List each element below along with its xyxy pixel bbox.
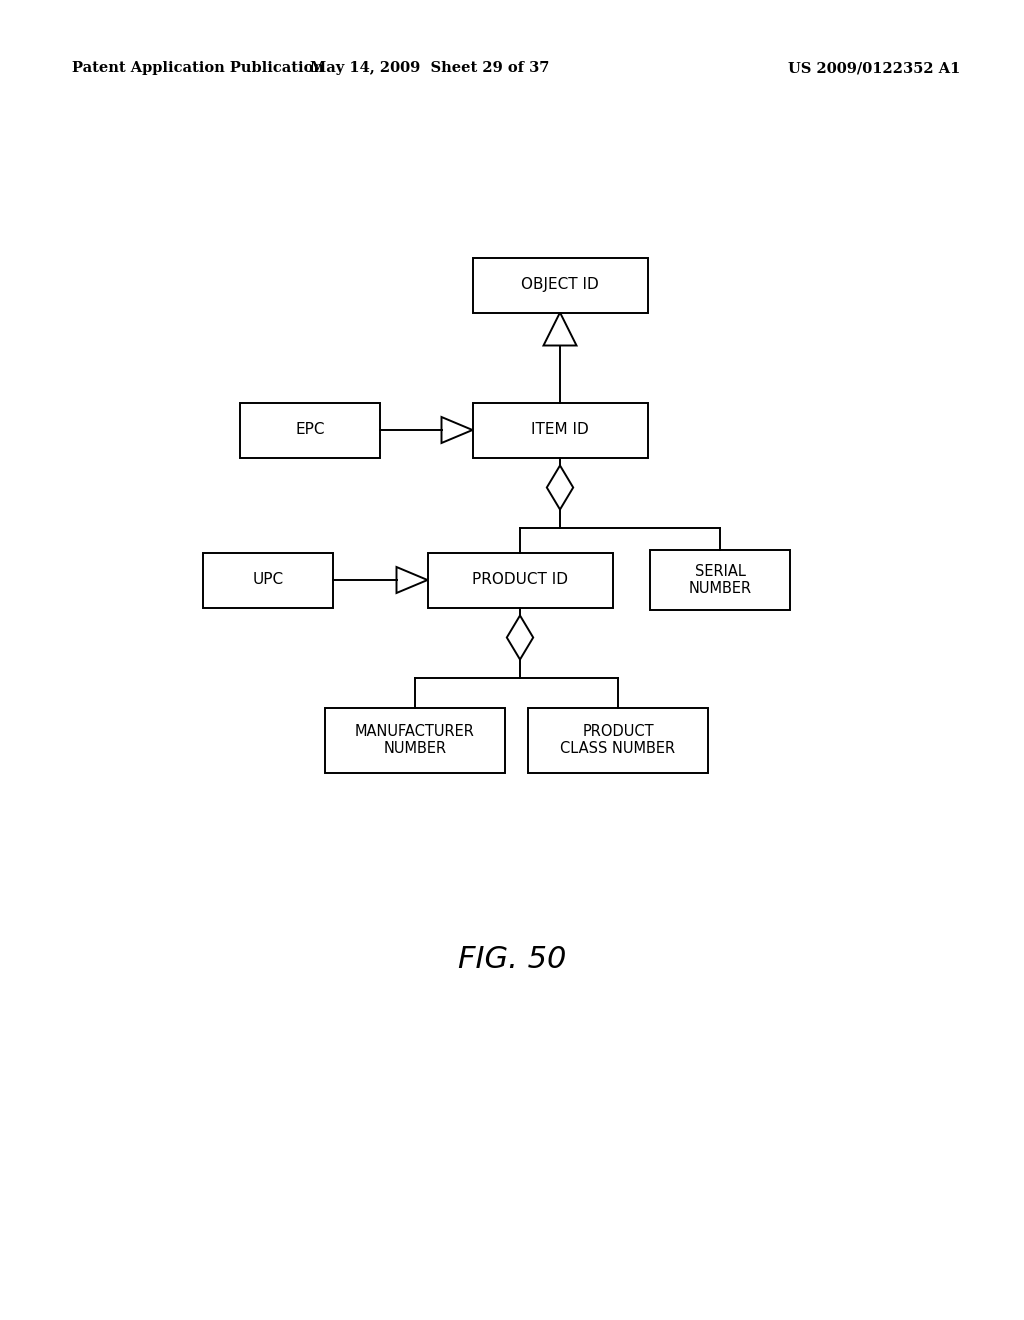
Polygon shape [544,313,577,346]
Bar [528,708,708,772]
Text: Patent Application Publication: Patent Application Publication [72,61,324,75]
Polygon shape [547,466,573,510]
Text: MANUFACTURER
NUMBER: MANUFACTURER NUMBER [355,723,475,756]
Text: UPC: UPC [253,573,284,587]
Polygon shape [507,615,534,660]
Text: May 14, 2009  Sheet 29 of 37: May 14, 2009 Sheet 29 of 37 [310,61,550,75]
Text: EPC: EPC [295,422,325,437]
Bar [650,550,790,610]
Bar [472,403,647,458]
Text: ITEM ID: ITEM ID [531,422,589,437]
Bar [325,708,505,772]
Bar [240,403,380,458]
Bar [472,257,647,313]
Text: US 2009/0122352 A1: US 2009/0122352 A1 [787,61,961,75]
Text: OBJECT ID: OBJECT ID [521,277,599,293]
Text: PRODUCT
CLASS NUMBER: PRODUCT CLASS NUMBER [560,723,676,756]
Bar [427,553,612,607]
Text: PRODUCT ID: PRODUCT ID [472,573,568,587]
Polygon shape [396,568,427,593]
Text: FIG. 50: FIG. 50 [458,945,566,974]
Polygon shape [441,417,472,444]
Text: SERIAL
NUMBER: SERIAL NUMBER [688,564,752,597]
Bar [203,553,333,607]
